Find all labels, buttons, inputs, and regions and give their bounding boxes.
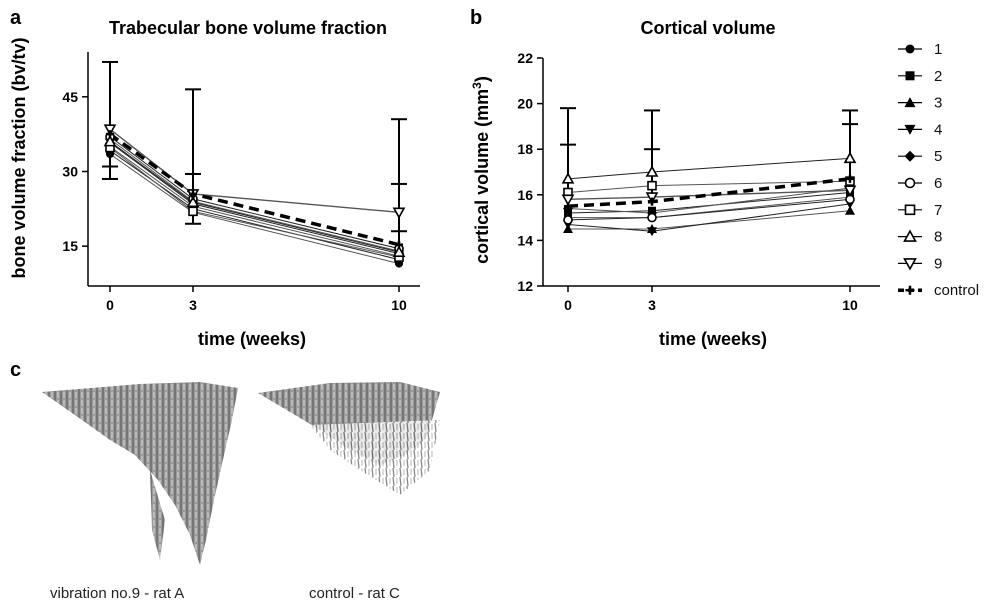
legend-label-8: 8 <box>934 229 942 246</box>
chart-b-ytick-label: 16 <box>517 187 533 203</box>
legend-label-6: 6 <box>934 175 942 192</box>
chart-a-title: Trabecular bone volume fraction <box>109 18 387 38</box>
chart-b-point-6 <box>563 215 573 225</box>
chart-b-ylabel: cortical volume (mm3) <box>470 76 492 264</box>
chart-b-series-line-3 <box>568 210 851 230</box>
chart-a-point-8 <box>103 134 117 147</box>
chart-b-point-control <box>648 197 656 206</box>
chart-b-series-line-8 <box>567 157 851 180</box>
legend-label-4: 4 <box>934 121 942 138</box>
chart-b-title: Cortical volume <box>640 18 775 38</box>
chart-b: Cortical volume time (weeks) cortical vo… <box>470 18 776 349</box>
chart-legend: 1 2 3 4 5 6 7 8 9 control <box>898 41 979 299</box>
chart-b-point-control <box>846 174 854 183</box>
legend-label-5: 5 <box>934 148 942 165</box>
panel-label-c: c <box>10 359 21 381</box>
legend-marker-control <box>905 285 915 295</box>
chart-b-point-7 <box>647 180 657 191</box>
chart-b-point-9 <box>645 192 659 204</box>
chart-a-series-line-4 <box>109 142 400 255</box>
legend-label-3: 3 <box>934 95 942 112</box>
chart-a-series-line-6 <box>109 136 400 250</box>
chart-a-point-9 <box>103 124 117 136</box>
legend-marker-3 <box>904 97 916 108</box>
chart-a-xlabel: time (weeks) <box>198 329 306 349</box>
chart-b-series-line-control <box>567 177 851 208</box>
chart-a-xtick-label: 3 <box>189 297 197 313</box>
caption-vibration: vibration no.9 - rat A <box>50 585 184 602</box>
chart-a-xtick-label: 0 <box>106 297 114 313</box>
legend-label-7: 7 <box>934 202 942 219</box>
chart-b-point-control <box>564 202 572 211</box>
chart-b-point-8 <box>561 172 575 184</box>
legend-marker-1 <box>905 44 915 54</box>
chart-b-xtick-label: 0 <box>564 297 572 313</box>
legend-marker-6 <box>904 177 916 189</box>
chart-a-series-line-9 <box>109 128 400 214</box>
chart-b-ytick-label: 14 <box>517 232 533 248</box>
chart-b-xtick-label: 10 <box>842 297 858 313</box>
chart-a-point-8 <box>392 245 406 257</box>
chart-a-ylabel: bone volume fraction (bv/tv) <box>9 37 29 278</box>
chart-b-series-line-9 <box>567 189 851 201</box>
legend-label-2: 2 <box>934 68 942 85</box>
chart-b-point-9 <box>561 194 575 207</box>
chart-a-ytick-label: 30 <box>62 163 78 179</box>
chart-b-ytick-label: 18 <box>517 141 533 157</box>
legend-label-1: 1 <box>934 41 942 58</box>
chart-b-ytick-label: 22 <box>517 50 533 66</box>
chart-a-point-control <box>106 130 114 139</box>
chart-a-series-line-8 <box>109 141 400 253</box>
panel-label-a: a <box>10 7 22 29</box>
chart-b-point-9 <box>843 185 857 197</box>
legend-label-9: 9 <box>934 255 942 272</box>
chart-b-point-3 <box>845 205 855 215</box>
legend-label-control: control <box>934 282 979 299</box>
legend-marker-7 <box>904 204 916 216</box>
chart-a: Trabecular bone volume fraction time (we… <box>9 18 387 349</box>
chart-a-xtick-label: 10 <box>391 297 407 313</box>
chart-a-point-7 <box>188 206 198 217</box>
chart-b-point-4 <box>647 227 657 237</box>
legend-marker-2 <box>905 71 915 81</box>
bone-image-control <box>258 382 440 495</box>
legend-marker-8 <box>903 229 917 242</box>
chart-b-xlabel: time (weeks) <box>659 329 767 349</box>
chart-b-point-8 <box>645 165 659 177</box>
chart-a-point-8 <box>186 195 200 208</box>
panel-label-b: b <box>470 7 482 29</box>
chart-a-point-9 <box>392 207 406 219</box>
legend-marker-9 <box>903 258 917 271</box>
legend-marker-4 <box>904 124 916 135</box>
chart-b-point-6 <box>647 212 657 223</box>
chart-a-series-line-5 <box>109 138 400 252</box>
chart-a-ytick-label: 45 <box>62 89 78 105</box>
chart-a-point-control <box>395 240 403 249</box>
chart-a-point-control <box>189 189 197 198</box>
bone-image-vibration <box>42 382 238 565</box>
chart-b-point-8 <box>843 151 857 164</box>
chart-a-ytick-label: 15 <box>62 238 78 254</box>
caption-control: control - rat C <box>309 585 400 602</box>
chart-b-ytick-label: 20 <box>517 96 533 112</box>
chart-b-xtick-label: 3 <box>648 297 656 313</box>
legend-marker-5 <box>904 150 916 162</box>
chart-b-ytick-label: 12 <box>517 278 533 294</box>
